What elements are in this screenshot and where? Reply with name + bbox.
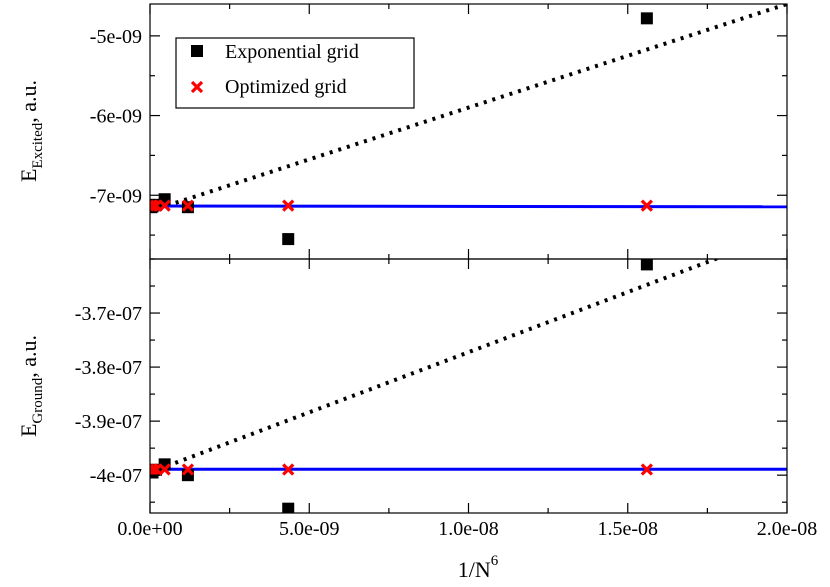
y-tick-label: -3.9e-07 bbox=[75, 411, 142, 433]
x-tick-label: 1.0e-08 bbox=[438, 518, 499, 540]
x-marker-stroke bbox=[181, 463, 195, 476]
x-marker bbox=[640, 199, 653, 212]
y-tick-label: -3.7e-07 bbox=[75, 303, 142, 325]
ground-data-points bbox=[150, 259, 653, 513]
y-tick-label: -5e-09 bbox=[90, 26, 142, 48]
x-marker-stroke bbox=[282, 463, 295, 476]
y-tick-label: -4e-07 bbox=[90, 465, 142, 487]
x-tick-label: 1.5e-08 bbox=[597, 518, 658, 540]
x-axis-label: 1/N6 bbox=[458, 553, 499, 582]
x-tick-label: 5.0e-09 bbox=[279, 518, 340, 540]
x-tick-label: 2.0e-08 bbox=[757, 518, 818, 540]
legend-square-marker bbox=[191, 45, 203, 57]
x-tick-label: 0.0e+00 bbox=[117, 518, 182, 540]
y-tick-label: -6e-09 bbox=[90, 106, 142, 128]
extrapolation-dotted-line bbox=[150, 4, 787, 214]
excited-y-axis-label: EExcited, a.u. bbox=[16, 80, 46, 182]
legend-x-marker bbox=[190, 80, 204, 94]
x-marker bbox=[150, 463, 158, 476]
fit-solid-line bbox=[150, 204, 787, 209]
x-marker-stroke bbox=[181, 199, 195, 212]
legend-label-optimized: Optimized grid bbox=[225, 76, 347, 98]
square-marker bbox=[282, 233, 295, 246]
x-marker-stroke bbox=[640, 199, 653, 212]
ground-y-ticks: -4e-07 -3.9e-07 -3.8e-07 -3.7e-07 bbox=[75, 258, 788, 513]
extrapolation-dotted-line bbox=[150, 259, 722, 475]
ground-plot-frame bbox=[149, 258, 788, 514]
square-marker bbox=[282, 502, 295, 513]
x-axis-ticks: 0.0e+00 5.0e-09 1.0e-08 1.5e-08 2.0e-08 bbox=[117, 518, 817, 540]
x-marker bbox=[282, 463, 295, 476]
x-marker-stroke bbox=[150, 463, 158, 474]
square-marker bbox=[640, 259, 653, 271]
excited-fit-lines bbox=[150, 4, 787, 214]
x-marker-stroke bbox=[150, 199, 158, 210]
legend: Exponential grid Optimized grid bbox=[175, 37, 415, 109]
legend-label-exponential: Exponential grid bbox=[225, 41, 359, 63]
x-marker-stroke bbox=[282, 199, 295, 212]
excited-data-points bbox=[150, 12, 653, 246]
x-marker bbox=[282, 199, 295, 212]
excited-y-ticks: -7e-09 -6e-09 -5e-09 bbox=[90, 4, 788, 259]
x-marker bbox=[181, 199, 195, 212]
x-marker bbox=[150, 199, 158, 212]
x-marker-stroke bbox=[640, 463, 653, 476]
x-marker bbox=[640, 463, 653, 476]
legend-box bbox=[175, 37, 415, 109]
x-marker bbox=[181, 463, 195, 476]
ground-fit-lines bbox=[150, 259, 787, 475]
panel-excited: -7e-09 -6e-09 -5e-09 EExcited, a.u. bbox=[16, 3, 788, 260]
y-tick-label: -3.8e-07 bbox=[75, 357, 142, 379]
y-tick-label: -7e-09 bbox=[90, 185, 142, 207]
square-marker bbox=[640, 12, 653, 25]
panel-ground: -4e-07 -3.9e-07 -3.8e-07 -3.7e-07 EGround, … bbox=[16, 258, 788, 514]
ground-y-axis-label: EGround, a.u. bbox=[16, 335, 46, 437]
